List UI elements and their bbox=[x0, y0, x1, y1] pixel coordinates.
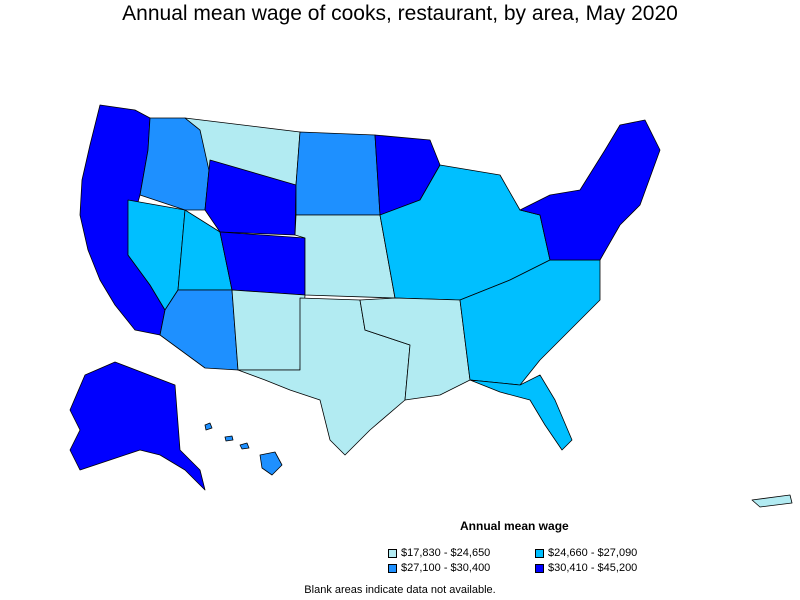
legend-item-bin-0: $17,830 - $24,650 bbox=[388, 547, 490, 559]
region-arizona bbox=[159, 289, 239, 371]
region-idaho-north bbox=[139, 117, 211, 211]
region-nebraska-kansas bbox=[294, 214, 396, 299]
legend-title: Annual mean wage bbox=[460, 519, 569, 533]
legend-swatch bbox=[388, 548, 397, 558]
legend-label: $27,100 - $30,400 bbox=[401, 562, 491, 574]
region-florida bbox=[469, 374, 573, 451]
legend-swatch bbox=[535, 563, 544, 573]
legend-label: $24,660 - $27,090 bbox=[548, 547, 638, 559]
region-dakotas bbox=[295, 131, 381, 216]
legend-label: $30,410 - $45,200 bbox=[548, 562, 638, 574]
legend-item-bin-1: $24,660 - $27,090 bbox=[535, 547, 637, 559]
region-puerto-rico bbox=[751, 494, 793, 508]
legend-item-bin-3: $30,410 - $45,200 bbox=[535, 562, 637, 574]
region-new-mexico bbox=[231, 289, 306, 371]
region-wyoming-west bbox=[204, 159, 297, 236]
legend-swatch bbox=[535, 548, 544, 558]
region-alaska bbox=[69, 361, 206, 491]
region-northeast bbox=[519, 119, 661, 261]
region-colorado bbox=[219, 231, 306, 296]
region-hawaii bbox=[204, 422, 283, 476]
legend-item-bin-2: $27,100 - $30,400 bbox=[388, 562, 490, 574]
map-title: Annual mean wage of cooks, restaurant, b… bbox=[122, 2, 678, 25]
legend-label: $17,830 - $24,650 bbox=[401, 547, 491, 559]
legend-swatch bbox=[388, 563, 397, 573]
data-availability-note: Blank areas indicate data not available. bbox=[304, 584, 496, 596]
